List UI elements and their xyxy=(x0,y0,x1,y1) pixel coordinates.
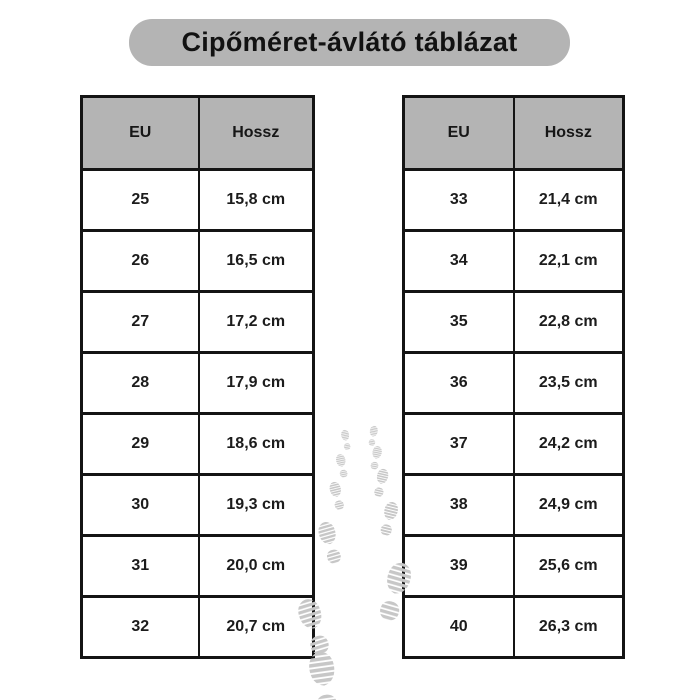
length-cell: 23,5 cm xyxy=(512,351,625,415)
length-cell: 20,0 cm xyxy=(197,534,315,598)
eu-size-cell: 29 xyxy=(80,412,200,476)
eu-size-cell: 32 xyxy=(80,595,200,659)
table-row: 27 17,2 cm xyxy=(80,290,315,354)
length-cell: 17,9 cm xyxy=(197,351,315,415)
length-column-header: Hossz xyxy=(512,95,625,171)
eu-size-cell: 39 xyxy=(402,534,515,598)
eu-size-cell: 37 xyxy=(402,412,515,476)
length-column-header: Hossz xyxy=(197,95,315,171)
length-cell: 24,9 cm xyxy=(512,473,625,537)
footprint-icon xyxy=(335,453,349,479)
footprint-icon xyxy=(328,480,346,511)
eu-size-cell: 36 xyxy=(402,351,515,415)
table-row: 26 16,5 cm xyxy=(80,229,315,293)
eu-size-cell: 38 xyxy=(402,473,515,537)
footprint-icon xyxy=(378,500,400,537)
table-row: 38 24,9 cm xyxy=(402,473,625,537)
table-row: 31 20,0 cm xyxy=(80,534,315,598)
footprint-icon xyxy=(340,429,352,451)
eu-column-header: EU xyxy=(402,95,515,171)
length-cell: 20,7 cm xyxy=(197,595,315,659)
length-cell: 24,2 cm xyxy=(512,412,625,476)
eu-size-cell: 33 xyxy=(402,168,515,232)
length-cell: 25,6 cm xyxy=(512,534,625,598)
page-title: Cipőméret-ávlátó táblázat xyxy=(129,19,570,66)
eu-size-cell: 31 xyxy=(80,534,200,598)
table-header-row: EU Hossz xyxy=(402,95,625,171)
eu-size-cell: 27 xyxy=(80,290,200,354)
footprint-icon xyxy=(372,467,390,498)
length-cell: 17,2 cm xyxy=(197,290,315,354)
table-row: 34 22,1 cm xyxy=(402,229,625,293)
length-cell: 19,3 cm xyxy=(197,473,315,537)
size-table-right: EU Hossz 33 21,4 cm 34 22,1 cm 35 22,8 c… xyxy=(402,95,625,659)
eu-size-cell: 28 xyxy=(80,351,200,415)
size-table-left: EU Hossz 25 15,8 cm 26 16,5 cm 27 17,2 c… xyxy=(80,95,315,659)
table-row: 28 17,9 cm xyxy=(80,351,315,415)
table-row: 40 26,3 cm xyxy=(402,595,625,659)
eu-size-cell: 40 xyxy=(402,595,515,659)
table-row: 33 21,4 cm xyxy=(402,168,625,232)
eu-size-cell: 35 xyxy=(402,290,515,354)
table-row: 36 23,5 cm xyxy=(402,351,625,415)
table-row: 35 22,8 cm xyxy=(402,290,625,354)
length-cell: 18,6 cm xyxy=(197,412,315,476)
eu-size-cell: 25 xyxy=(80,168,200,232)
table-row: 30 19,3 cm xyxy=(80,473,315,537)
footprint-icon xyxy=(369,445,383,471)
eu-column-header: EU xyxy=(80,95,200,171)
table-row: 25 15,8 cm xyxy=(80,168,315,232)
eu-size-cell: 30 xyxy=(80,473,200,537)
length-cell: 16,5 cm xyxy=(197,229,315,293)
table-row: 29 18,6 cm xyxy=(80,412,315,476)
table-row: 39 25,6 cm xyxy=(402,534,625,598)
eu-size-cell: 34 xyxy=(402,229,515,293)
table-row: 37 24,2 cm xyxy=(402,412,625,476)
length-cell: 21,4 cm xyxy=(512,168,625,232)
footprint-icon xyxy=(367,425,379,447)
length-cell: 26,3 cm xyxy=(512,595,625,659)
footprint-icon xyxy=(316,519,344,566)
length-cell: 15,8 cm xyxy=(197,168,315,232)
table-header-row: EU Hossz xyxy=(80,95,315,171)
eu-size-cell: 26 xyxy=(80,229,200,293)
length-cell: 22,8 cm xyxy=(512,290,625,354)
table-row: 32 20,7 cm xyxy=(80,595,315,659)
length-cell: 22,1 cm xyxy=(512,229,625,293)
